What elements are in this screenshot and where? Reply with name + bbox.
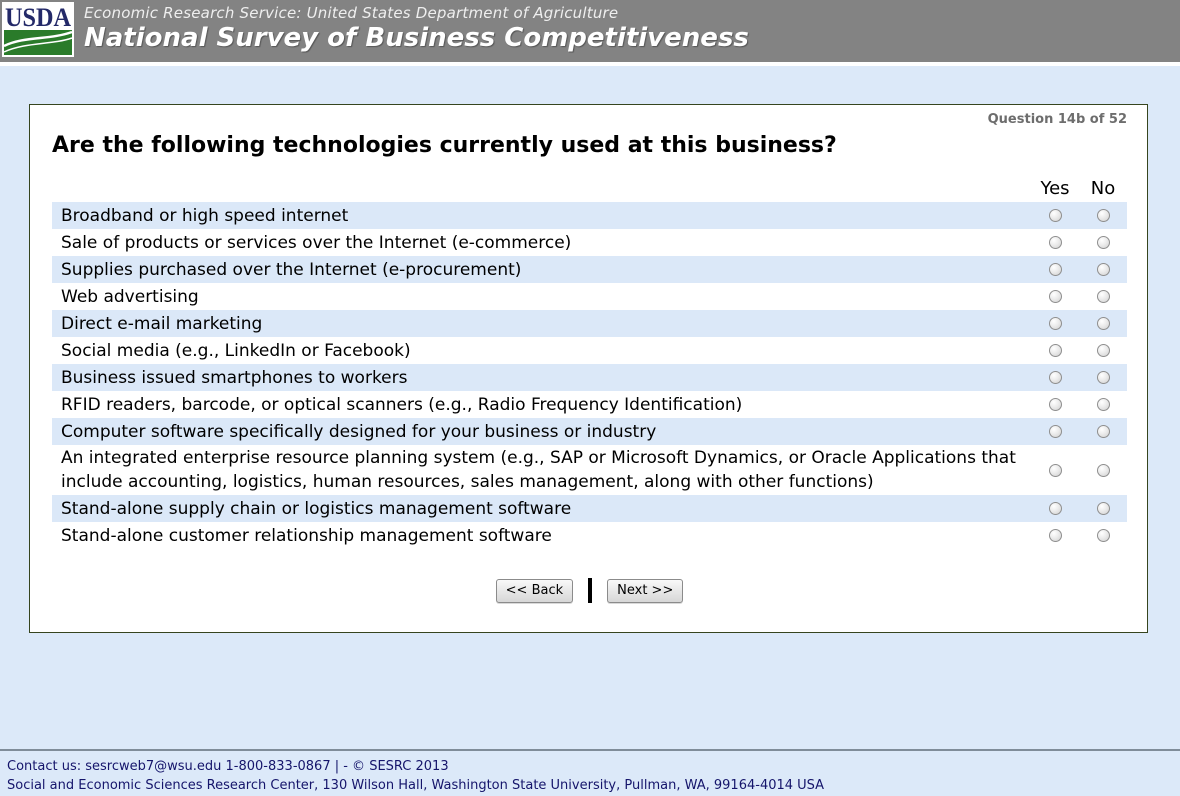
- technology-table: Broadband or high speed internet Sale of…: [52, 202, 1127, 549]
- radio-yes[interactable]: [1048, 290, 1062, 303]
- table-row: Supplies purchased over the Internet (e-…: [52, 256, 1127, 283]
- no-cell: [1079, 337, 1127, 364]
- radio-no[interactable]: [1096, 317, 1110, 330]
- no-cell: [1079, 229, 1127, 256]
- radio-no[interactable]: [1096, 502, 1110, 515]
- radio-yes[interactable]: [1048, 317, 1062, 330]
- footer-contact-line: Contact us: sesrcweb7@wsu.edu 1-800-833-…: [7, 759, 449, 774]
- column-header-spacer: [52, 178, 1031, 199]
- usda-logo: USDA: [2, 2, 74, 57]
- yes-cell: [1031, 310, 1079, 337]
- table-row: Social media (e.g., LinkedIn or Facebook…: [52, 337, 1127, 364]
- header-divider: [0, 62, 1180, 66]
- radio-no[interactable]: [1096, 344, 1110, 357]
- yes-cell: [1031, 364, 1079, 391]
- radio-yes[interactable]: [1048, 371, 1062, 384]
- usda-logo-text: USDA: [5, 3, 71, 32]
- page-header: USDA Economic Research Service: United S…: [0, 0, 1180, 62]
- radio-yes[interactable]: [1048, 502, 1062, 515]
- radio-no[interactable]: [1096, 425, 1110, 438]
- navigation-buttons: << Back Next >>: [52, 578, 1127, 603]
- no-cell: [1079, 495, 1127, 522]
- radio-yes[interactable]: [1048, 344, 1062, 357]
- yes-cell: [1031, 283, 1079, 310]
- table-row: Sale of products or services over the In…: [52, 229, 1127, 256]
- radio-yes[interactable]: [1048, 398, 1062, 411]
- no-cell: [1079, 364, 1127, 391]
- row-label: Supplies purchased over the Internet (e-…: [61, 259, 522, 280]
- table-row: Direct e-mail marketing: [52, 310, 1127, 337]
- radio-no[interactable]: [1096, 236, 1110, 249]
- no-cell: [1079, 256, 1127, 283]
- yes-cell: [1031, 202, 1079, 229]
- row-label: Business issued smartphones to workers: [61, 367, 408, 388]
- table-row: Web advertising: [52, 283, 1127, 310]
- row-label: Direct e-mail marketing: [61, 313, 263, 334]
- no-cell: [1079, 202, 1127, 229]
- no-cell: [1079, 522, 1127, 549]
- footer-address-line: Social and Economic Sciences Research Ce…: [7, 778, 825, 793]
- radio-yes[interactable]: [1048, 263, 1062, 276]
- table-row: Stand-alone supply chain or logistics ma…: [52, 495, 1127, 522]
- next-button[interactable]: Next >>: [607, 578, 684, 603]
- button-separator: [588, 578, 593, 603]
- row-label: Social media (e.g., LinkedIn or Facebook…: [61, 340, 411, 361]
- radio-yes[interactable]: [1048, 209, 1062, 222]
- yes-cell: [1031, 256, 1079, 283]
- yes-cell: [1031, 391, 1079, 418]
- no-cell: [1079, 445, 1127, 495]
- no-cell: [1079, 418, 1127, 445]
- table-row: Stand-alone customer relationship manage…: [52, 522, 1127, 549]
- yes-cell: [1031, 418, 1079, 445]
- survey-title: National Survey of Business Competitiven…: [84, 23, 749, 53]
- yes-column-header: Yes: [1040, 178, 1070, 199]
- row-label: RFID readers, barcode, or optical scanne…: [61, 394, 743, 415]
- row-label: Computer software specifically designed …: [61, 421, 657, 442]
- back-button[interactable]: << Back: [495, 578, 574, 603]
- row-label: An integrated enterprise resource planni…: [61, 448, 1016, 492]
- page-footer: Contact us: sesrcweb7@wsu.edu 1-800-833-…: [0, 749, 1180, 796]
- table-row: An integrated enterprise resource planni…: [52, 445, 1127, 495]
- radio-no[interactable]: [1096, 263, 1110, 276]
- yes-cell: [1031, 337, 1079, 364]
- row-label: Broadband or high speed internet: [61, 205, 349, 226]
- row-label: Web advertising: [61, 286, 199, 307]
- table-row: Broadband or high speed internet: [52, 202, 1127, 229]
- radio-no[interactable]: [1096, 209, 1110, 222]
- radio-no[interactable]: [1096, 398, 1110, 411]
- radio-yes[interactable]: [1048, 529, 1062, 542]
- radio-no[interactable]: [1096, 290, 1110, 303]
- question-panel: Question 14b of 52 Are the following tec…: [29, 104, 1148, 633]
- table-row: Business issued smartphones to workers: [52, 364, 1127, 391]
- no-column-header: No: [1090, 178, 1116, 199]
- no-cell: [1079, 283, 1127, 310]
- radio-no[interactable]: [1096, 529, 1110, 542]
- yes-cell: [1031, 445, 1079, 495]
- table-row: RFID readers, barcode, or optical scanne…: [52, 391, 1127, 418]
- agency-line: Economic Research Service: United States…: [84, 4, 619, 22]
- no-cell: [1079, 391, 1127, 418]
- radio-no[interactable]: [1096, 371, 1110, 384]
- no-cell: [1079, 310, 1127, 337]
- question-title: Are the following technologies currently…: [52, 133, 837, 158]
- radio-yes[interactable]: [1048, 425, 1062, 438]
- answer-column-headers: Yes No: [52, 178, 1127, 199]
- radio-yes[interactable]: [1048, 236, 1062, 249]
- radio-no[interactable]: [1096, 463, 1110, 477]
- row-label: Stand-alone customer relationship manage…: [61, 525, 552, 546]
- table-row: Computer software specifically designed …: [52, 418, 1127, 445]
- yes-cell: [1031, 229, 1079, 256]
- yes-cell: [1031, 522, 1079, 549]
- yes-cell: [1031, 495, 1079, 522]
- radio-yes[interactable]: [1048, 463, 1062, 477]
- question-progress: Question 14b of 52: [987, 112, 1127, 127]
- row-label: Stand-alone supply chain or logistics ma…: [61, 498, 572, 519]
- main-area: Question 14b of 52 Are the following tec…: [0, 104, 1180, 749]
- row-label: Sale of products or services over the In…: [61, 232, 572, 253]
